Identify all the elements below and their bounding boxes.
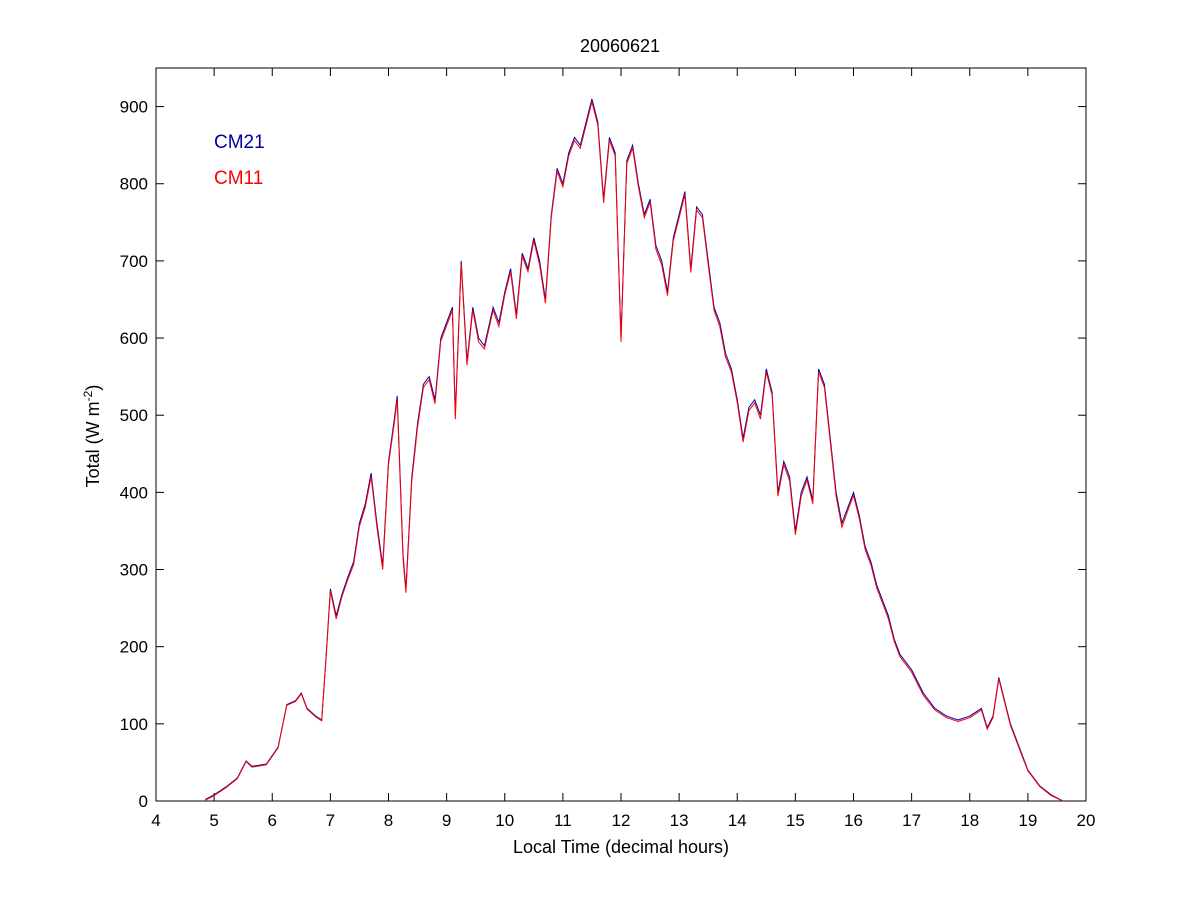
y-tick-label: 600 [120,329,148,348]
x-tick-label: 11 [554,811,572,830]
legend-entry-cm11: CM11 [214,168,263,189]
x-tick-label: 9 [442,811,451,830]
series-layer [205,98,1064,802]
legend-entry-cm21: CM21 [214,132,265,153]
x-tick-label: 10 [495,811,514,830]
x-tick-label: 5 [209,811,218,830]
y-tick-label: 500 [120,406,148,425]
x-tick-label: 13 [670,811,689,830]
x-tick-label: 12 [612,811,631,830]
y-tick-label: 400 [120,483,148,502]
x-tick-label: 18 [960,811,979,830]
legend: CM21 CM11 [214,132,265,189]
y-tick-label: 800 [120,175,148,194]
x-tick-label: 20 [1077,811,1096,830]
y-axis-label-superscript: -2 [81,390,95,401]
y-tick-label: 100 [120,715,148,734]
x-tick-label: 8 [384,811,393,830]
y-tick-label: 300 [120,561,148,580]
y-tick-label: 900 [120,98,148,117]
series-line-cm11 [205,101,1064,802]
x-tick-label: 4 [151,811,160,830]
chart-title: 20060621 [580,36,660,56]
y-axis-label-close: ) [83,385,103,391]
x-axis: 4 5 6 7 8 9 10 11 12 13 14 15 16 17 18 19 20 [151,68,1095,830]
x-tick-label: 6 [268,811,277,830]
x-tick-label: 17 [902,811,921,830]
y-tick-label: 700 [120,252,148,271]
y-axis-label: Total (W m-2) [81,385,103,488]
x-axis-label: Local Time (decimal hours) [513,837,729,857]
y-tick-label: 0 [139,792,148,811]
y-axis: 0 100 200 300 400 500 600 700 800 900 [120,98,1086,811]
x-tick-label: 16 [844,811,863,830]
y-axis-label-main: Total (W m [83,401,103,487]
x-tick-label: 19 [1018,811,1037,830]
x-tick-label: 14 [728,811,747,830]
x-tick-label: 15 [786,811,805,830]
y-tick-label: 200 [120,638,148,657]
x-tick-label: 7 [326,811,335,830]
